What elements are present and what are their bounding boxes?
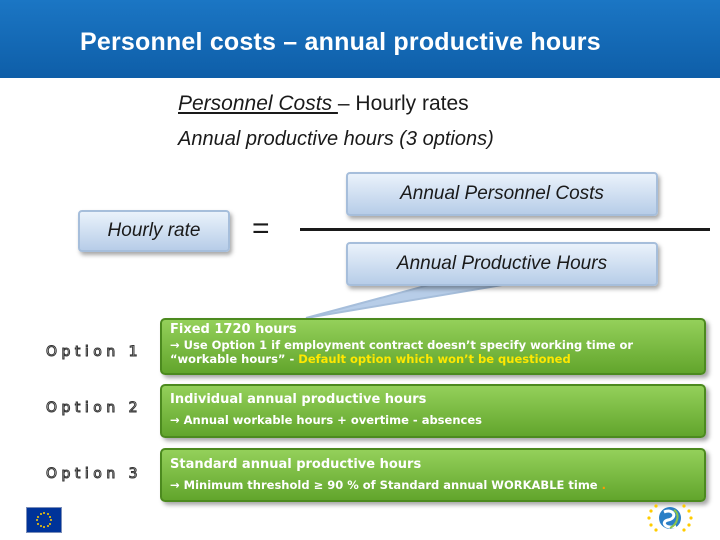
option-3-line-1: → Minimum threshold ≥ 90 % of Standard a… (170, 478, 696, 492)
eu-flag-star (49, 522, 52, 525)
equals-sign: = (252, 212, 270, 245)
hourly-rate-box: Hourly rate (78, 210, 230, 252)
subline: Annual productive hours (3 options) (178, 128, 494, 150)
option-2-label: Option 2 (45, 400, 143, 417)
option-1-label: Option 1 (45, 344, 143, 361)
option-3-heading: Standard annual productive hours (170, 457, 422, 472)
eu-flag-star (36, 522, 39, 525)
eu-flag-star (39, 525, 42, 528)
annual-personnel-costs-box: Annual Personnel Costs (346, 172, 658, 216)
option-1-default-note: Default option which won’t be questioned (298, 352, 571, 366)
option-1-line-2: “workable hours” - Default option which … (170, 352, 696, 366)
title-bar: Personnel costs – annual productive hour… (0, 0, 720, 78)
eu-flag-star (43, 526, 45, 528)
option-1-heading: Fixed 1720 hours (170, 322, 297, 337)
subtitle-italic: Personnel Costs (178, 92, 338, 115)
option-3-label: Option 3 (45, 466, 143, 483)
eu-flag-star (46, 525, 49, 528)
annual-productive-hours-box: Annual Productive Hours (346, 242, 658, 286)
option-1-line-2-prefix: “workable hours” - (170, 352, 299, 366)
eu-flag-star (43, 512, 45, 514)
eu-flag-star (49, 515, 52, 518)
option-3-line-1-suffix: . (597, 478, 606, 492)
eu-flag-star (36, 519, 38, 521)
option-2-box: Individual annual productive hours → Ann… (160, 384, 706, 438)
option-1-box: Fixed 1720 hours → Use Option 1 if emplo… (160, 318, 706, 375)
slide-title: Personnel costs – annual productive hour… (80, 28, 601, 56)
subtitle: Personnel Costs – Hourly rates (178, 92, 469, 116)
eu-flag-icon (26, 507, 62, 533)
subtitle-rest: – Hourly rates (337, 92, 469, 115)
eu-flag-star (46, 512, 49, 515)
option-3-box: Standard annual productive hours → Minim… (160, 448, 706, 502)
eu-flag-star (39, 512, 42, 515)
eu-flag-star (50, 519, 52, 521)
option-1-line-1: → Use Option 1 if employment contract do… (170, 338, 634, 352)
program-logo-icon (647, 504, 693, 532)
option-2-line-1: → Annual workable hours + overtime - abs… (170, 413, 482, 427)
eu-flag-star (36, 515, 39, 518)
option-3-line-1-text: → Minimum threshold ≥ 90 % of Standard a… (170, 478, 598, 492)
fraction-line (300, 228, 710, 231)
option-2-heading: Individual annual productive hours (170, 392, 427, 407)
